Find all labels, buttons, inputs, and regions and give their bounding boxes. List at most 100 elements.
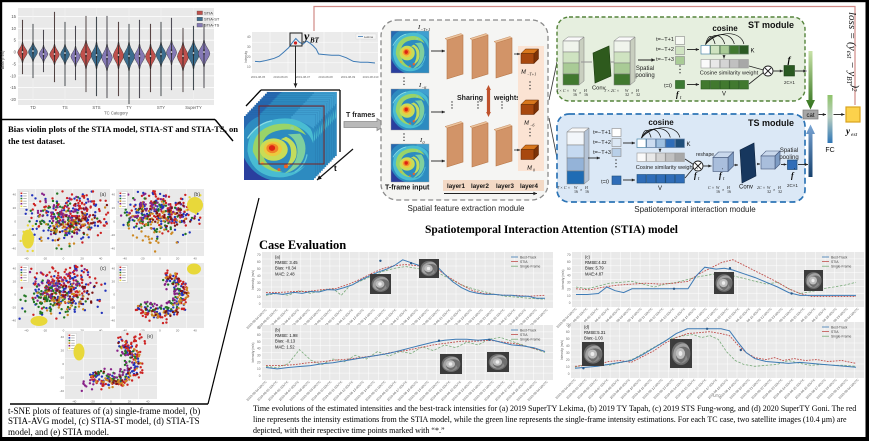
svg-text:16: 16 [574,189,578,194]
svg-text:W: W [625,88,629,93]
svg-text:20: 20 [176,257,180,261]
svg-text:(b): (b) [194,192,200,198]
svg-text:16: 16 [573,92,577,97]
svg-text:20: 20 [13,206,17,210]
svg-text:70: 70 [566,323,570,327]
svg-text:2019-08-05: 2019-08-05 [251,75,266,79]
svg-text:-10: -10 [10,73,17,78]
svg-text:TD: TD [30,105,36,110]
svg-text:40: 40 [13,193,17,197]
svg-text:f: f [788,55,792,65]
svg-text:f: f [676,90,680,99]
svg-text:Bias (m/s): Bias (m/s) [0,50,5,69]
svg-text:15: 15 [11,14,16,19]
svg-text:-5: -5 [12,62,16,67]
svg-text:20: 20 [176,329,180,333]
svg-text:0: 0 [568,372,570,376]
svg-text:50: 50 [257,267,261,271]
svg-text:Best-Track: Best-Track [831,326,848,330]
svg-text:20: 20 [567,287,571,291]
svg-text:T frames: T frames [346,112,375,119]
svg-text:-40: -40 [12,246,17,250]
svg-text:(a): (a) [275,255,281,260]
svg-text:0: 0 [63,257,65,261]
svg-text:Bias:-1.03: Bias:-1.03 [584,336,604,341]
svg-text:Bias: 5.79: Bias: 5.79 [585,266,604,271]
svg-text:FC: FC [825,147,834,154]
svg-text:30: 30 [257,281,261,285]
svg-text:-40: -40 [111,319,116,323]
svg-text:10: 10 [257,367,261,371]
svg-text:f: f [791,171,795,180]
svg-text:Conv: Conv [739,185,753,191]
svg-text:Lekima: Lekima [364,35,373,39]
svg-text:Conv: Conv [592,86,606,92]
svg-text:Spatial feature extraction mod: Spatial feature extraction module [408,204,526,213]
svg-text:Single-Frame: Single-Frame [831,265,851,269]
svg-text:10: 10 [257,295,261,299]
svg-text:2019-08-09: 2019-08-09 [341,75,356,79]
svg-text:cat: cat [806,113,814,119]
svg-text:20: 20 [112,206,116,210]
svg-text:W: W [767,185,771,190]
svg-text:20: 20 [13,280,17,284]
svg-text:TC Category: TC Category [104,111,129,116]
svg-text:−T+1: −T+1 [527,73,536,77]
svg-text:10: 10 [566,365,570,369]
svg-text:Intensity (m/s): Intensity (m/s) [251,342,255,362]
svg-text:2019-08-08: 2019-08-08 [318,75,333,79]
svg-text:40: 40 [99,329,103,333]
svg-text:I: I [417,24,421,31]
svg-text:(b): (b) [275,328,281,333]
svg-text:-20: -20 [111,233,116,237]
svg-text:t: t [334,164,337,173]
svg-text:STY: STY [157,105,165,110]
svg-text:0: 0 [259,302,261,306]
svg-text:2019-08-06: 2019-08-06 [273,75,288,79]
svg-text:W: W [573,88,577,93]
svg-text:×: × [580,187,583,192]
svg-text:MAE: 2.48: MAE: 2.48 [275,271,295,276]
svg-text:STIA-ST: STIA-ST [204,17,220,22]
svg-text:M: M [526,166,533,172]
svg-text:t: t [680,96,682,101]
svg-text:-15: -15 [10,85,17,90]
svg-text:40: 40 [194,329,198,333]
svg-text:Sharing: Sharing [457,95,483,102]
svg-text:70: 70 [257,326,261,330]
svg-text:40: 40 [566,344,570,348]
svg-text:0: 0 [423,140,425,145]
svg-text:2019-08-010: 2019-08-010 [363,75,379,79]
svg-text:10: 10 [567,294,571,298]
svg-text:0: 0 [159,257,161,261]
svg-text:M: M [523,121,530,127]
svg-text:est: est [851,132,858,138]
svg-text:(d): (d) [584,325,590,330]
svg-text:16: 16 [585,189,589,194]
svg-text:-40: -40 [72,400,77,404]
svg-text:50: 50 [567,267,571,271]
svg-text:t: t [698,177,700,182]
svg-text:-40: -40 [24,329,29,333]
svg-text:I: I [418,82,422,89]
svg-text:I: I [419,137,423,144]
svg-text:layer4: layer4 [520,183,538,190]
svg-text:40: 40 [247,35,251,39]
svg-text:t=0: t=0 [664,84,672,90]
svg-text:M: M [520,70,527,76]
svg-text:-20: -20 [140,329,145,333]
svg-text:20: 20 [80,329,84,333]
svg-text:′: ′ [697,168,698,174]
svg-text:Intensity (m/s): Intensity (m/s) [560,340,564,360]
svg-text:60: 60 [567,260,571,264]
svg-text:16: 16 [727,189,731,194]
svg-text:W: W [574,185,578,190]
svg-text:20: 20 [566,358,570,362]
svg-text:-40: -40 [123,257,128,261]
svg-text:−T+1: −T+1 [421,27,431,32]
svg-text:0: 0 [113,220,115,224]
svg-text:cosine: cosine [648,118,674,127]
svg-text:-40: -40 [60,389,65,393]
svg-text:BT: BT [309,37,320,45]
svg-text:Best-Track: Best-Track [520,256,537,260]
